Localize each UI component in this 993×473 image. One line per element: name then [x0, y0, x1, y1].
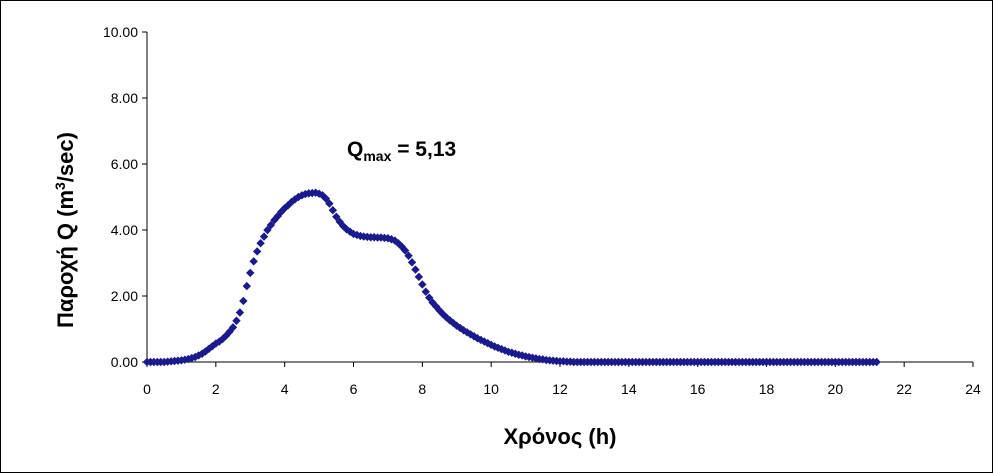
data-point	[390, 236, 399, 245]
data-point	[411, 265, 420, 274]
data-point	[407, 258, 417, 267]
data-point	[280, 204, 289, 213]
x-tick-label: 6	[350, 381, 358, 397]
data-point	[235, 308, 245, 317]
data-point	[325, 199, 334, 208]
data-point	[259, 232, 269, 241]
data-point	[397, 242, 406, 251]
data-point	[400, 246, 410, 255]
y-axis-title: Παροχή Q (m3/sec)	[52, 132, 78, 328]
y-tick-label: 2.00	[111, 288, 138, 304]
data-point	[872, 357, 881, 367]
qmax-value: = 5,13	[391, 138, 456, 161]
x-tick-label: 22	[896, 381, 912, 397]
y-tick-label: 0.00	[111, 354, 138, 370]
x-tick-label: 20	[828, 381, 844, 397]
data-point	[249, 257, 258, 266]
y-tick-label: 4.00	[111, 222, 138, 238]
y-tick-label: 6.00	[111, 156, 138, 172]
qmax-subscript: max	[363, 148, 391, 164]
y-tick-label: 8.00	[111, 90, 138, 106]
data-point	[421, 287, 430, 296]
axes	[146, 32, 973, 363]
data-point	[208, 341, 217, 351]
data-point	[414, 272, 424, 282]
data-point	[294, 192, 303, 202]
x-tick-label: 14	[621, 381, 637, 397]
data-point	[290, 195, 300, 204]
data-point	[242, 281, 252, 291]
data-points	[142, 188, 881, 367]
data-point	[187, 353, 196, 363]
data-point	[256, 239, 265, 248]
x-tick-label: 16	[690, 381, 706, 397]
x-tick-label: 10	[483, 381, 499, 397]
data-point	[517, 351, 527, 360]
x-tick-label: 4	[281, 381, 289, 397]
y-axis-title-main: Παροχή Q (m	[53, 190, 78, 328]
data-point	[342, 225, 351, 234]
data-point	[232, 316, 241, 325]
data-point	[246, 268, 255, 278]
x-tick-label: 8	[418, 381, 426, 397]
data-point	[239, 296, 248, 306]
x-tick-label: 18	[759, 381, 775, 397]
qmax-annotation: Qmax = 5,13	[347, 138, 456, 164]
data-point	[228, 323, 238, 332]
x-tick-label: 2	[212, 381, 220, 397]
x-tick-label: 24	[965, 381, 981, 397]
x-tick-label: 0	[143, 381, 151, 397]
x-axis-ticks: 0 2 4 6 8 10 12 14 16 18 20 22 24	[143, 362, 981, 397]
y-axis-ticks: 0.00 2.00 4.00 6.00 8.00 10.00	[103, 24, 147, 370]
x-tick-label: 12	[552, 381, 568, 397]
qmax-symbol: Q	[347, 138, 363, 161]
x-axis-title: Χρόνος (h)	[503, 424, 616, 449]
y-axis-title-tail: /sec)	[53, 132, 78, 182]
data-point	[383, 234, 393, 243]
data-point	[201, 347, 210, 356]
data-point	[328, 206, 338, 215]
data-point	[404, 251, 413, 260]
data-point	[252, 247, 262, 256]
y-axis-title-superscript: 3	[52, 182, 68, 190]
data-point	[418, 280, 427, 289]
y-tick-label: 10.00	[103, 24, 138, 40]
